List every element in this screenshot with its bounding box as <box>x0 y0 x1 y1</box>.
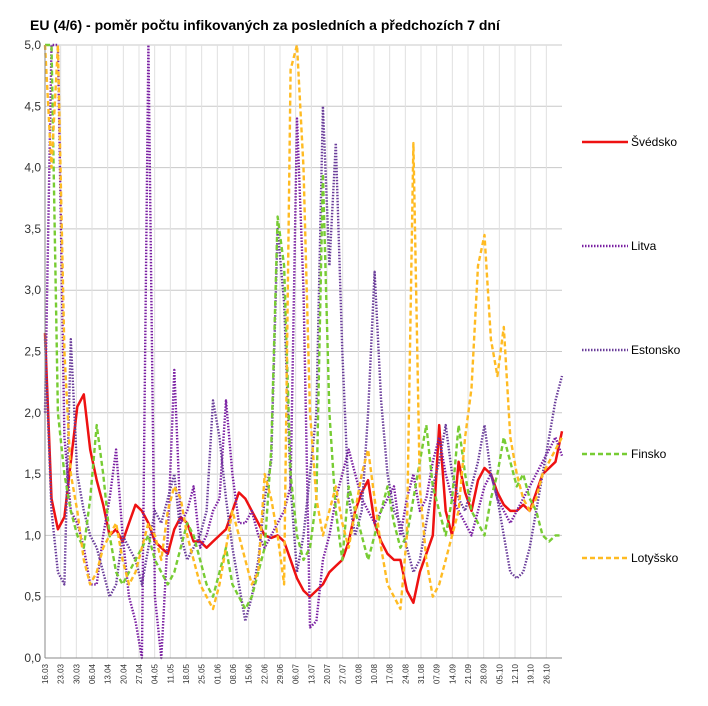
x-tick-label: 07.09 <box>433 663 442 684</box>
x-tick-label: 23.03 <box>57 663 66 684</box>
x-tick-label: 14.09 <box>448 663 457 684</box>
x-axis-ticks: 16.03 23.03 30.03 06.04 13.04 20.04 27.04 04.05… <box>41 663 551 684</box>
x-tick-label: 19.10 <box>527 663 536 684</box>
x-tick-label: 31.08 <box>417 663 426 684</box>
y-tick-label: 2,5 <box>24 345 41 359</box>
y-tick-label: 1,5 <box>24 467 41 481</box>
x-tick-label: 11.05 <box>166 663 175 683</box>
series-line-4 <box>45 43 562 611</box>
series-group <box>43 43 564 660</box>
x-tick-label: 05.10 <box>495 663 504 684</box>
axes <box>44 45 562 659</box>
y-axis-ticks: 0,0 0,5 1,0 1,5 2,0 2,5 3,0 3,5 4,0 4,5 5,0 <box>24 38 41 665</box>
series-line-2 <box>43 43 564 660</box>
series-line-5 <box>43 43 564 611</box>
y-tick-label: 0,0 <box>24 651 41 665</box>
y-tick-label: 2,0 <box>24 406 41 420</box>
legend-label: Estonsko <box>631 343 681 357</box>
x-tick-label: 27.04 <box>135 663 144 684</box>
x-tick-label: 06.07 <box>292 663 301 684</box>
x-tick-label: 06.04 <box>88 663 97 684</box>
x-tick-label: 15.06 <box>245 663 254 684</box>
x-tick-label: 16.03 <box>41 663 50 684</box>
x-tick-label: 21.09 <box>464 663 473 684</box>
y-tick-label: 3,5 <box>24 222 41 236</box>
x-tick-label: 24.08 <box>401 663 410 684</box>
x-tick-label: 18.05 <box>182 663 191 684</box>
y-tick-label: 0,5 <box>24 590 41 604</box>
x-tick-label: 29.06 <box>276 663 285 684</box>
x-tick-label: 04.05 <box>151 663 160 684</box>
x-tick-label: 08.06 <box>229 663 238 684</box>
x-tick-label: 20.07 <box>323 663 332 684</box>
series-line-1 <box>43 333 564 605</box>
chart-title: EU (4/6) - poměr počtu infikovaných za p… <box>30 17 501 33</box>
x-tick-label: 17.08 <box>386 663 395 684</box>
y-tick-label: 4,5 <box>24 99 41 113</box>
y-tick-label: 3,0 <box>24 283 41 297</box>
x-tick-label: 12.10 <box>511 663 520 684</box>
x-tick-label: 22.06 <box>260 663 269 684</box>
legend-label: Švédsko <box>631 134 677 149</box>
x-tick-label: 10.08 <box>370 663 379 684</box>
x-tick-label: 27.07 <box>339 663 348 684</box>
legend-label: Litva <box>631 239 657 253</box>
series-line-3 <box>43 105 564 623</box>
legend-label: Lotyšsko <box>631 551 679 565</box>
x-tick-label: 13.04 <box>104 663 113 684</box>
x-tick-label: 28.09 <box>480 663 489 684</box>
y-tick-label: 4,0 <box>24 161 41 175</box>
x-tick-label: 26.10 <box>542 663 551 684</box>
x-tick-label: 30.03 <box>72 663 81 684</box>
x-tick-label: 13.07 <box>307 663 316 684</box>
legend: Švédsko Litva Estonsko Finsko Lotyšsko <box>582 134 681 565</box>
x-tick-label: 25.05 <box>198 663 207 684</box>
x-tick-label: 20.04 <box>119 663 128 684</box>
x-tick-label: 01.06 <box>213 663 222 684</box>
y-tick-label: 5,0 <box>24 38 41 52</box>
x-tick-label: 03.08 <box>354 663 363 684</box>
y-tick-label: 1,0 <box>24 528 41 542</box>
legend-label: Finsko <box>631 447 667 461</box>
